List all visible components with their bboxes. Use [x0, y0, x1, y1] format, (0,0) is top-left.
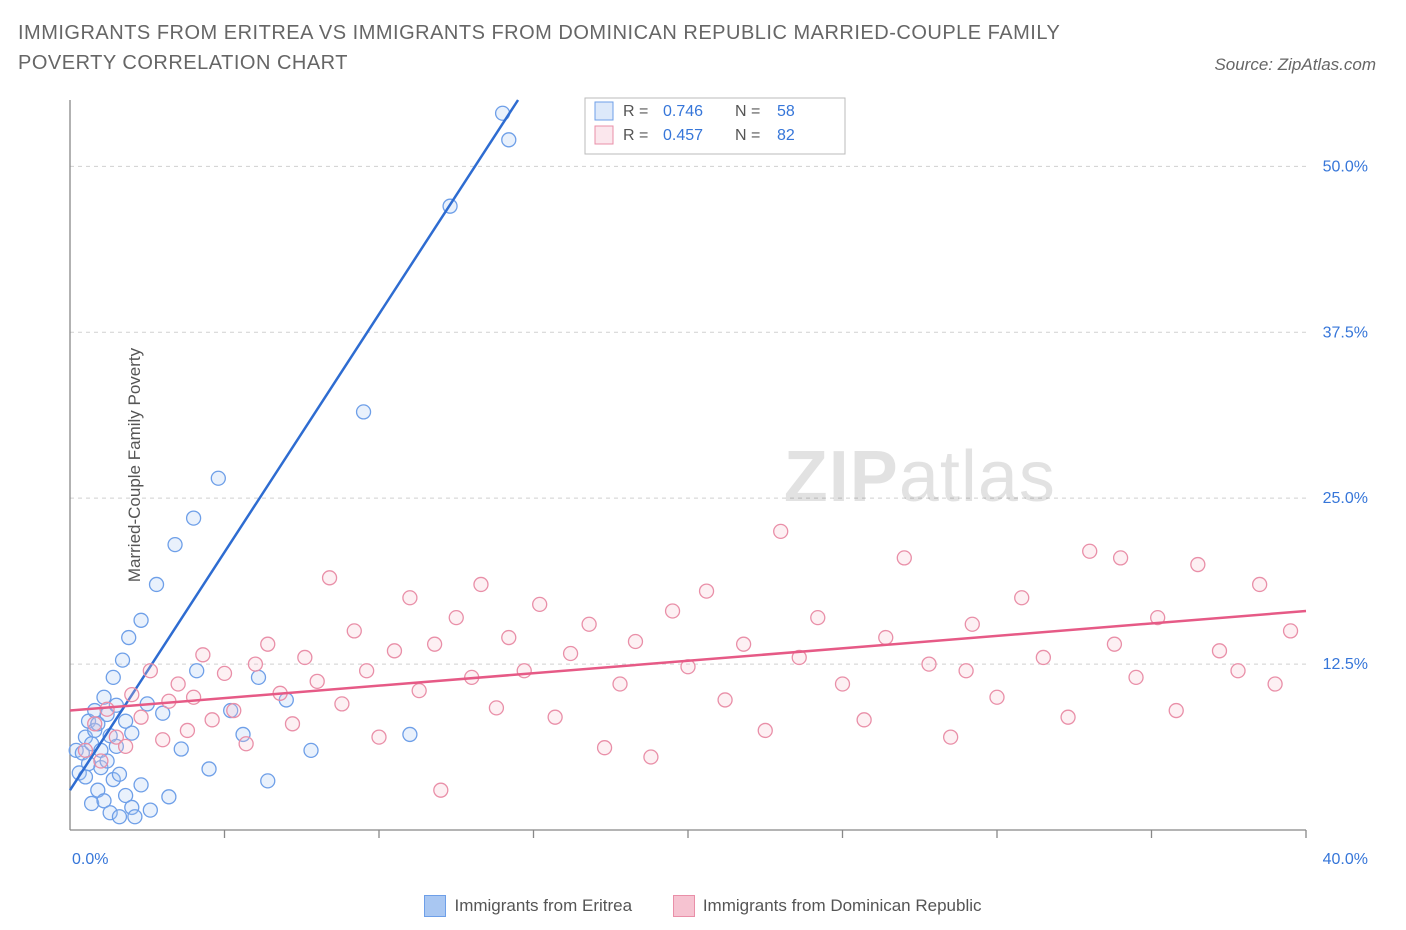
source-attribution: Source: ZipAtlas.com: [1214, 55, 1376, 75]
svg-text:R =: R =: [623, 127, 648, 144]
svg-text:0.746: 0.746: [663, 103, 703, 120]
scatter-plot: 12.5% 25.0% 37.5% 50.0% 0.0% 40.0% R = 0.746 N =…: [60, 95, 1376, 870]
svg-text:N =: N =: [735, 103, 760, 120]
chart-svg: 12.5% 25.0% 37.5% 50.0% 0.0% 40.0% R = 0.746 N =…: [60, 95, 1376, 870]
legend-item-dominican: Immigrants from Dominican Republic: [673, 895, 982, 917]
svg-text:25.0%: 25.0%: [1323, 490, 1368, 507]
svg-text:82: 82: [777, 127, 795, 144]
legend-item-eritrea: Immigrants from Eritrea: [424, 895, 632, 917]
legend-chip-icon: [424, 895, 446, 917]
chart-title: IMMIGRANTS FROM ERITREA VS IMMIGRANTS FR…: [18, 18, 1138, 78]
legend-chip-icon: [673, 895, 695, 917]
svg-text:N =: N =: [735, 127, 760, 144]
svg-text:0.0%: 0.0%: [72, 851, 108, 868]
svg-text:12.5%: 12.5%: [1323, 656, 1368, 673]
legend-label: Immigrants from Eritrea: [454, 896, 632, 916]
legend: Immigrants from Eritrea Immigrants from …: [0, 895, 1406, 922]
svg-text:58: 58: [777, 103, 795, 120]
svg-text:0.457: 0.457: [663, 127, 703, 144]
svg-text:40.0%: 40.0%: [1323, 851, 1368, 868]
legend-label: Immigrants from Dominican Republic: [703, 896, 982, 916]
svg-text:50.0%: 50.0%: [1323, 158, 1368, 175]
svg-text:R =: R =: [623, 103, 648, 120]
svg-text:37.5%: 37.5%: [1323, 324, 1368, 341]
